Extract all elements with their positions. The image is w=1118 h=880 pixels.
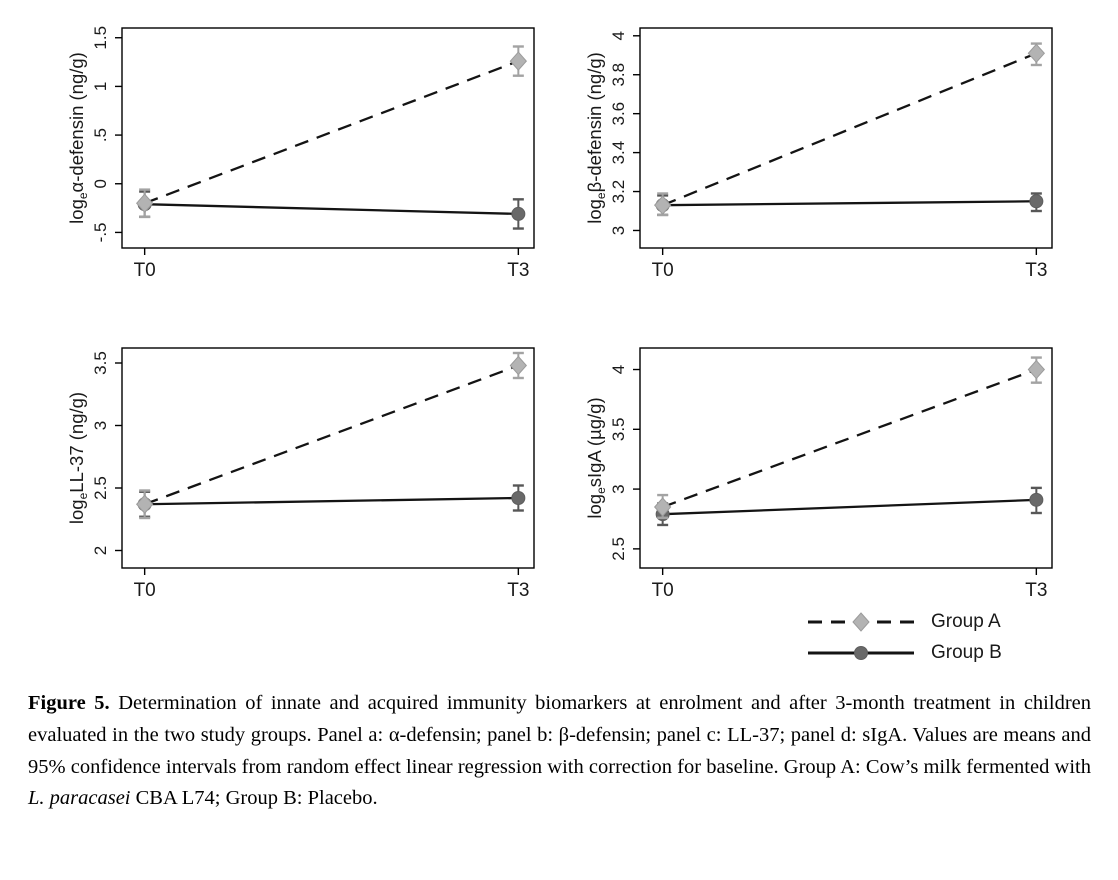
svg-text:0: 0 [91,179,110,188]
svg-text:T3: T3 [507,580,529,601]
panel-c-chart: 2 2.5 3 3.5 T0 T3 logeLL-37 (ng/g) [66,347,535,601]
svg-text:.5: .5 [91,128,110,142]
group-b-solid-circle-key [808,645,914,660]
chart-legend: Group A Group B [806,606,1002,668]
group-a-dashed-diamond-key [808,611,914,632]
svg-text:T0: T0 [134,260,156,281]
svg-text:logeα-defensin (ng/g): logeα-defensin (ng/g) [66,52,90,224]
svg-text:3.6: 3.6 [609,102,628,126]
legend-item-group-b: Group B [806,637,1002,668]
svg-text:T0: T0 [652,260,674,281]
svg-text:3.5: 3.5 [609,417,628,441]
svg-text:T3: T3 [1025,260,1047,281]
caption-segment: Determination of innate and acquired imm… [28,692,1091,778]
panel-b-chart: 3 3.2 3.4 3.6 3.8 4 T0 T3 logeβ-defensin (ng/g) [584,27,1053,281]
svg-text:3: 3 [609,484,628,493]
svg-text:logeβ-defensin (ng/g): logeβ-defensin (ng/g) [584,52,608,224]
svg-text:T3: T3 [1025,580,1047,601]
svg-text:2: 2 [91,546,110,555]
svg-text:1: 1 [91,82,110,91]
panel-c-ll37: 2 2.5 3 3.5 T0 T3 logeLL-37 (ng/g) [56,326,556,631]
legend-label-group-a: Group A [931,610,1001,632]
svg-text:T3: T3 [507,260,529,281]
caption-segment: L. paracasei [28,787,131,810]
figure-caption: Figure 5. Determination of innate and ac… [28,688,1091,815]
svg-text:T0: T0 [134,580,156,601]
legend-item-group-a: Group A [806,606,1002,637]
svg-text:3.4: 3.4 [609,141,628,165]
caption-segment: Figure 5. [28,692,110,714]
panel-a-alpha-defensin: -.5 0 .5 1 1.5 T0 T3 logeα-defensin (ng/g) [56,6,556,311]
svg-text:3.2: 3.2 [609,180,628,204]
panel-b-beta-defensin: 3 3.2 3.4 3.6 3.8 4 T0 T3 logeβ-defensin (ng/g) [574,6,1074,311]
svg-text:2.5: 2.5 [91,476,110,500]
panel-d-siga: 2.5 3 3.5 4 T0 T3 logesIgA (µg/g) [574,326,1074,631]
svg-text:4: 4 [609,31,628,40]
svg-text:4: 4 [609,365,628,374]
svg-text:logesIgA (µg/g): logesIgA (µg/g) [584,397,608,518]
svg-text:3: 3 [91,421,110,430]
svg-text:3.8: 3.8 [609,63,628,87]
svg-text:T0: T0 [652,580,674,601]
svg-text:3.5: 3.5 [91,351,110,375]
svg-text:-.5: -.5 [91,223,110,243]
caption-segment: CBA L74; Group B: Placebo. [130,787,378,810]
svg-text:logeLL-37 (ng/g): logeLL-37 (ng/g) [66,392,90,524]
panel-d-chart: 2.5 3 3.5 4 T0 T3 logesIgA (µg/g) [584,347,1053,601]
panel-a-chart: -.5 0 .5 1 1.5 T0 T3 logeα-defensin (ng/g) [66,26,535,281]
svg-text:1.5: 1.5 [91,26,110,50]
svg-text:2.5: 2.5 [609,537,628,561]
legend-label-group-b: Group B [931,641,1002,663]
svg-text:3: 3 [609,226,628,235]
